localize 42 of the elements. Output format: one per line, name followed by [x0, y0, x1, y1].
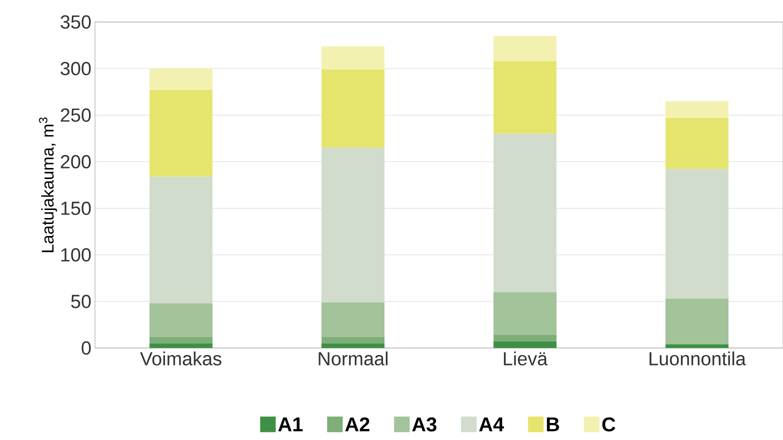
bar: [494, 61, 557, 134]
x-tick-label: Luonnontila: [650, 352, 746, 366]
bar: [322, 302, 385, 337]
bar: [322, 148, 385, 302]
y-axis-title: Laatujakauma, m$^{3}$: [39, 118, 58, 252]
legend-label: A4: [479, 417, 504, 432]
bar: [150, 176, 213, 304]
bar: [150, 303, 213, 337]
bar: [494, 36, 557, 62]
bar: [150, 90, 213, 177]
legend-label: A2: [345, 417, 370, 432]
y-tick-label: 100: [61, 248, 91, 262]
x-tick-label: Normaal: [318, 352, 388, 366]
bar: [666, 101, 729, 118]
y-tick-label: 200: [60, 155, 91, 168]
bar: [666, 298, 729, 344]
y-tick-label: 300: [60, 62, 91, 76]
y-tick-label: 350: [60, 15, 91, 29]
bar: [150, 343, 213, 348]
bar: [322, 343, 385, 348]
bar: [666, 169, 729, 299]
bar: [322, 46, 385, 70]
legend-label: A3: [412, 417, 436, 432]
bar: [150, 68, 213, 90]
bar: [666, 118, 729, 170]
legend-label: C: [602, 417, 616, 432]
bar: [494, 341, 557, 348]
bar: [494, 134, 557, 292]
bar: [322, 70, 385, 148]
bar: [150, 336, 213, 344]
y-tick-label: 0: [82, 341, 91, 355]
x-tick-label: Lievä: [504, 352, 548, 366]
y-tick-label: 50: [71, 294, 91, 308]
x-tick-label: Voimakas: [140, 352, 222, 366]
bar: [494, 292, 557, 335]
legend-label: A1: [278, 417, 303, 432]
bar: [494, 334, 557, 342]
bar: [666, 344, 729, 348]
legend-label: B: [546, 417, 560, 432]
y-tick-label: 250: [60, 108, 91, 122]
y-tick-label: 150: [61, 202, 91, 215]
bar: [322, 336, 385, 344]
